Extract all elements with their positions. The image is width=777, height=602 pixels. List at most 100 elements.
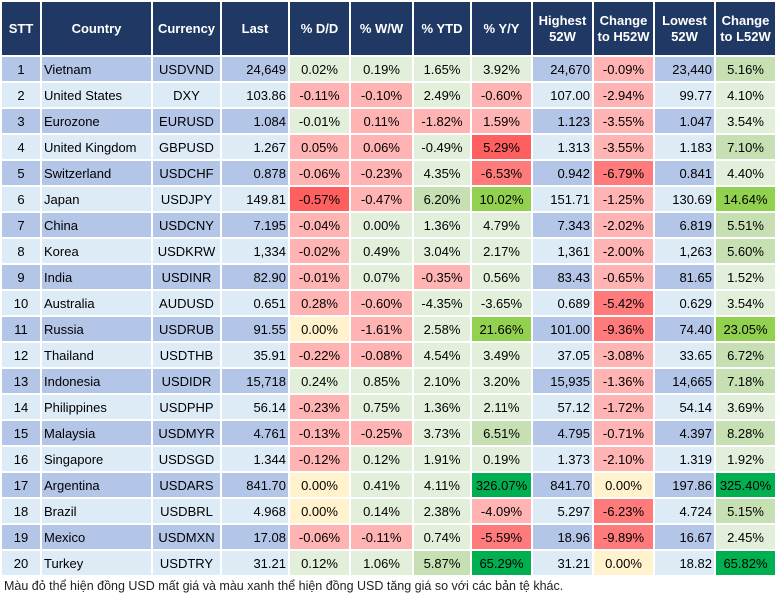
cell-yy: 3.20% [470, 367, 533, 395]
cell-ytd: 4.11% [412, 471, 472, 499]
cell-ww: 0.00% [349, 211, 414, 239]
cell-high: 101.00 [531, 315, 594, 343]
cell-country: Mexico [40, 523, 153, 551]
cell-dd: -0.57% [288, 185, 351, 213]
cell-country: Malaysia [40, 419, 153, 447]
cell-ch: -9.36% [592, 315, 655, 343]
cell-dd: -0.01% [288, 263, 351, 291]
cell-currency: USDBRL [151, 497, 222, 525]
cell-ww: -1.61% [349, 315, 414, 343]
cell-last: 1.267 [220, 133, 290, 161]
cell-high: 1.123 [531, 107, 594, 135]
cell-ytd: 4.35% [412, 159, 472, 187]
cell-stt: 1 [0, 55, 42, 83]
cell-ww: 0.49% [349, 237, 414, 265]
cell-low: 197.86 [653, 471, 716, 499]
cell-dd: -0.04% [288, 211, 351, 239]
cell-cl: 5.60% [714, 237, 777, 265]
cell-currency: GBPUSD [151, 133, 222, 161]
cell-yy: 2.17% [470, 237, 533, 265]
column-header-ww: % W/W [349, 0, 414, 57]
table-row: 6 Japan USDJPY 149.81 -0.57% -0.47% 6.20% 10.02… [0, 185, 777, 213]
cell-ww: 0.06% [349, 133, 414, 161]
cell-ww: -0.60% [349, 289, 414, 317]
cell-ch: -0.09% [592, 55, 655, 83]
cell-country: Korea [40, 237, 153, 265]
cell-yy: 2.11% [470, 393, 533, 421]
cell-stt: 16 [0, 445, 42, 473]
cell-ytd: 2.38% [412, 497, 472, 525]
table-row: 1 Vietnam USDVND 24,649 0.02% 0.19% 1.65% 3.92%… [0, 55, 777, 83]
table-row: 4 United Kingdom GBPUSD 1.267 0.05% 0.06% -0.4… [0, 133, 777, 161]
cell-currency: USDTRY [151, 549, 222, 577]
table-row: 20 Turkey USDTRY 31.21 0.12% 1.06% 5.87% 65.29%… [0, 549, 777, 577]
cell-yy: 21.66% [470, 315, 533, 343]
cell-currency: USDRUB [151, 315, 222, 343]
cell-ytd: 3.04% [412, 237, 472, 265]
cell-high: 0.942 [531, 159, 594, 187]
cell-high: 0.689 [531, 289, 594, 317]
table-row: 17 Argentina USDARS 841.70 0.00% 0.41% 4.11% 32… [0, 471, 777, 499]
cell-last: 56.14 [220, 393, 290, 421]
cell-last: 841.70 [220, 471, 290, 499]
cell-country: United States [40, 81, 153, 109]
cell-low: 4.724 [653, 497, 716, 525]
cell-ch: -6.23% [592, 497, 655, 525]
cell-ch: -2.94% [592, 81, 655, 109]
cell-currency: USDCNY [151, 211, 222, 239]
table-row: 9 India USDINR 82.90 -0.01% 0.07% -0.35% 0.56% 8… [0, 263, 777, 291]
table-row: 5 Switzerland USDCHF 0.878 -0.06% -0.23% 4.35%… [0, 159, 777, 187]
cell-country: Indonesia [40, 367, 153, 395]
cell-ch: -1.72% [592, 393, 655, 421]
cell-ch: -6.79% [592, 159, 655, 187]
cell-stt: 15 [0, 419, 42, 447]
cell-currency: USDTHB [151, 341, 222, 369]
cell-yy: -6.53% [470, 159, 533, 187]
cell-high: 24,670 [531, 55, 594, 83]
cell-country: United Kingdom [40, 133, 153, 161]
cell-last: 1.344 [220, 445, 290, 473]
cell-ww: 0.07% [349, 263, 414, 291]
cell-dd: 0.00% [288, 497, 351, 525]
cell-cl: 7.18% [714, 367, 777, 395]
currency-table: STT Country Currency Last% D/D% W/W% YTD% Y… [0, 0, 777, 577]
cell-dd: -0.23% [288, 393, 351, 421]
cell-ytd: -0.49% [412, 133, 472, 161]
cell-yy: 326.07% [470, 471, 533, 499]
cell-low: 99.77 [653, 81, 716, 109]
cell-country: Australia [40, 289, 153, 317]
cell-high: 83.43 [531, 263, 594, 291]
cell-ytd: 4.54% [412, 341, 472, 369]
cell-last: 0.651 [220, 289, 290, 317]
cell-ww: -0.47% [349, 185, 414, 213]
cell-ytd: 1.36% [412, 393, 472, 421]
column-header-high: Highest 52W [531, 0, 594, 57]
cell-stt: 18 [0, 497, 42, 525]
cell-cl: 65.82% [714, 549, 777, 577]
cell-low: 33.65 [653, 341, 716, 369]
cell-dd: -0.12% [288, 445, 351, 473]
cell-currency: EURUSD [151, 107, 222, 135]
cell-stt: 9 [0, 263, 42, 291]
cell-yy: 5.29% [470, 133, 533, 161]
cell-dd: 0.02% [288, 55, 351, 83]
cell-ww: -0.23% [349, 159, 414, 187]
cell-high: 1.313 [531, 133, 594, 161]
cell-ytd: 1.65% [412, 55, 472, 83]
cell-currency: USDJPY [151, 185, 222, 213]
cell-ch: -9.89% [592, 523, 655, 551]
cell-stt: 17 [0, 471, 42, 499]
cell-country: Vietnam [40, 55, 153, 83]
cell-high: 15,935 [531, 367, 594, 395]
cell-yy: 10.02% [470, 185, 533, 213]
table-row: 12 Thailand USDTHB 35.91 -0.22% -0.08% 4.54% 3.… [0, 341, 777, 369]
column-header-yy: % Y/Y [470, 0, 533, 57]
cell-ytd: 2.10% [412, 367, 472, 395]
cell-cl: 6.72% [714, 341, 777, 369]
cell-high: 31.21 [531, 549, 594, 577]
cell-ytd: 3.73% [412, 419, 472, 447]
cell-low: 14,665 [653, 367, 716, 395]
table-row: 18 Brazil USDBRL 4.968 0.00% 0.14% 2.38% -4.09%… [0, 497, 777, 525]
cell-dd: 0.24% [288, 367, 351, 395]
cell-ww: 0.19% [349, 55, 414, 83]
